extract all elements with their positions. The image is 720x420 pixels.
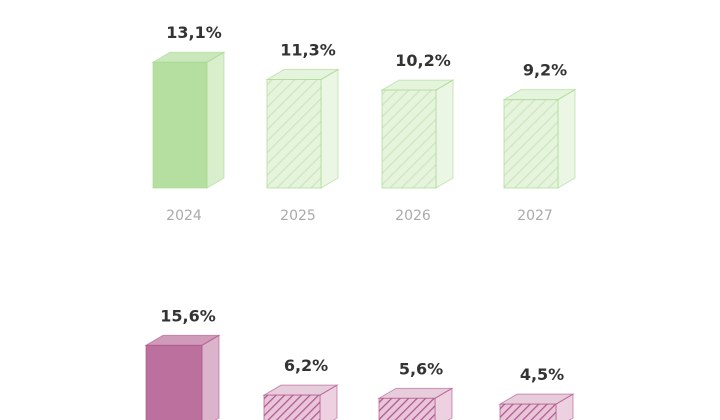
value-label: 5,6%	[399, 359, 443, 378]
value-label: 10,2%	[395, 51, 451, 70]
value-label: 13,1%	[166, 23, 222, 42]
bar-box	[380, 79, 455, 189]
bar-side	[435, 79, 454, 189]
bar-side	[557, 88, 576, 189]
bar	[145, 344, 203, 420]
value-label: 9,2%	[523, 61, 567, 80]
bar-box	[265, 68, 340, 189]
x-tick-label: 2024	[166, 208, 202, 224]
bar-side	[206, 51, 225, 189]
bar	[503, 99, 559, 189]
bar-box	[151, 51, 226, 189]
x-tick-label: 2025	[280, 208, 316, 224]
bar-box	[144, 334, 221, 420]
x-tick-label: 2026	[395, 208, 431, 224]
bar-side	[201, 334, 220, 420]
value-label: 6,2%	[284, 356, 328, 375]
bar	[263, 394, 321, 420]
bar	[381, 89, 437, 189]
bar-box	[502, 88, 577, 189]
x-tick-label: 2027	[517, 208, 553, 224]
value-label: 4,5%	[520, 365, 564, 384]
bar	[378, 397, 436, 420]
bar-box	[377, 387, 454, 420]
bar-side	[320, 68, 339, 189]
value-label: 15,6%	[160, 306, 216, 325]
bar-box	[498, 393, 575, 420]
bar	[266, 79, 322, 189]
bar-box	[262, 384, 339, 420]
bar	[152, 61, 208, 189]
bar	[499, 403, 557, 420]
value-label: 11,3%	[280, 41, 336, 60]
